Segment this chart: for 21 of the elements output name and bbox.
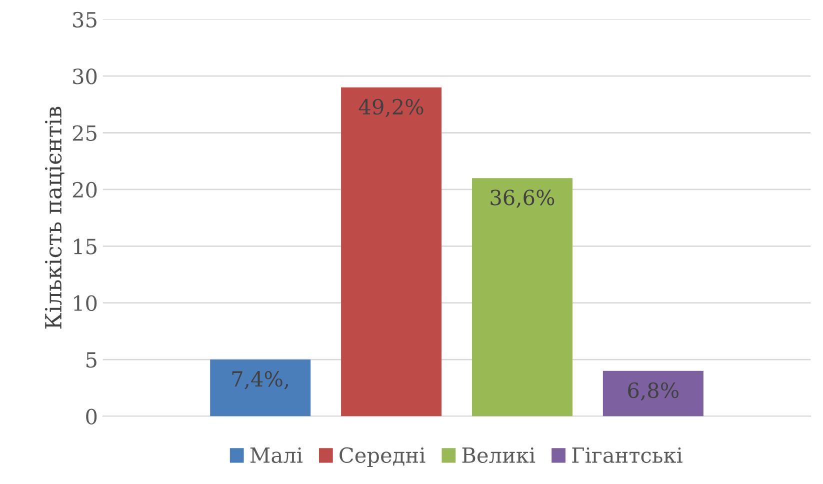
legend-label: Великі (462, 447, 536, 464)
y-tick-label: 15 (74, 238, 96, 254)
annotation: 7,4%, (232, 371, 288, 390)
bar (341, 87, 442, 416)
y-tick-label: 30 (73, 68, 97, 84)
y-tick-label: 35 (73, 12, 96, 28)
legend-label: Гігантські (572, 447, 682, 464)
legend-label: Малі (250, 447, 303, 464)
legend-label: Середні (340, 447, 426, 468)
y-axis-title: Кількість пацієнтів (44, 106, 64, 329)
annotation: 36,6% (490, 190, 554, 208)
y-tick-label: 20 (72, 182, 97, 198)
y-tick-label: 5 (86, 352, 96, 368)
annotation: 6,8% (628, 382, 678, 401)
annotation: 49,2% (358, 98, 424, 118)
y-tick-label: 25 (72, 125, 96, 141)
bar (472, 178, 572, 416)
y-tick-label: 0 (86, 408, 97, 424)
y-tick-label: 10 (74, 295, 97, 312)
bar (210, 360, 311, 416)
bar (602, 370, 704, 416)
